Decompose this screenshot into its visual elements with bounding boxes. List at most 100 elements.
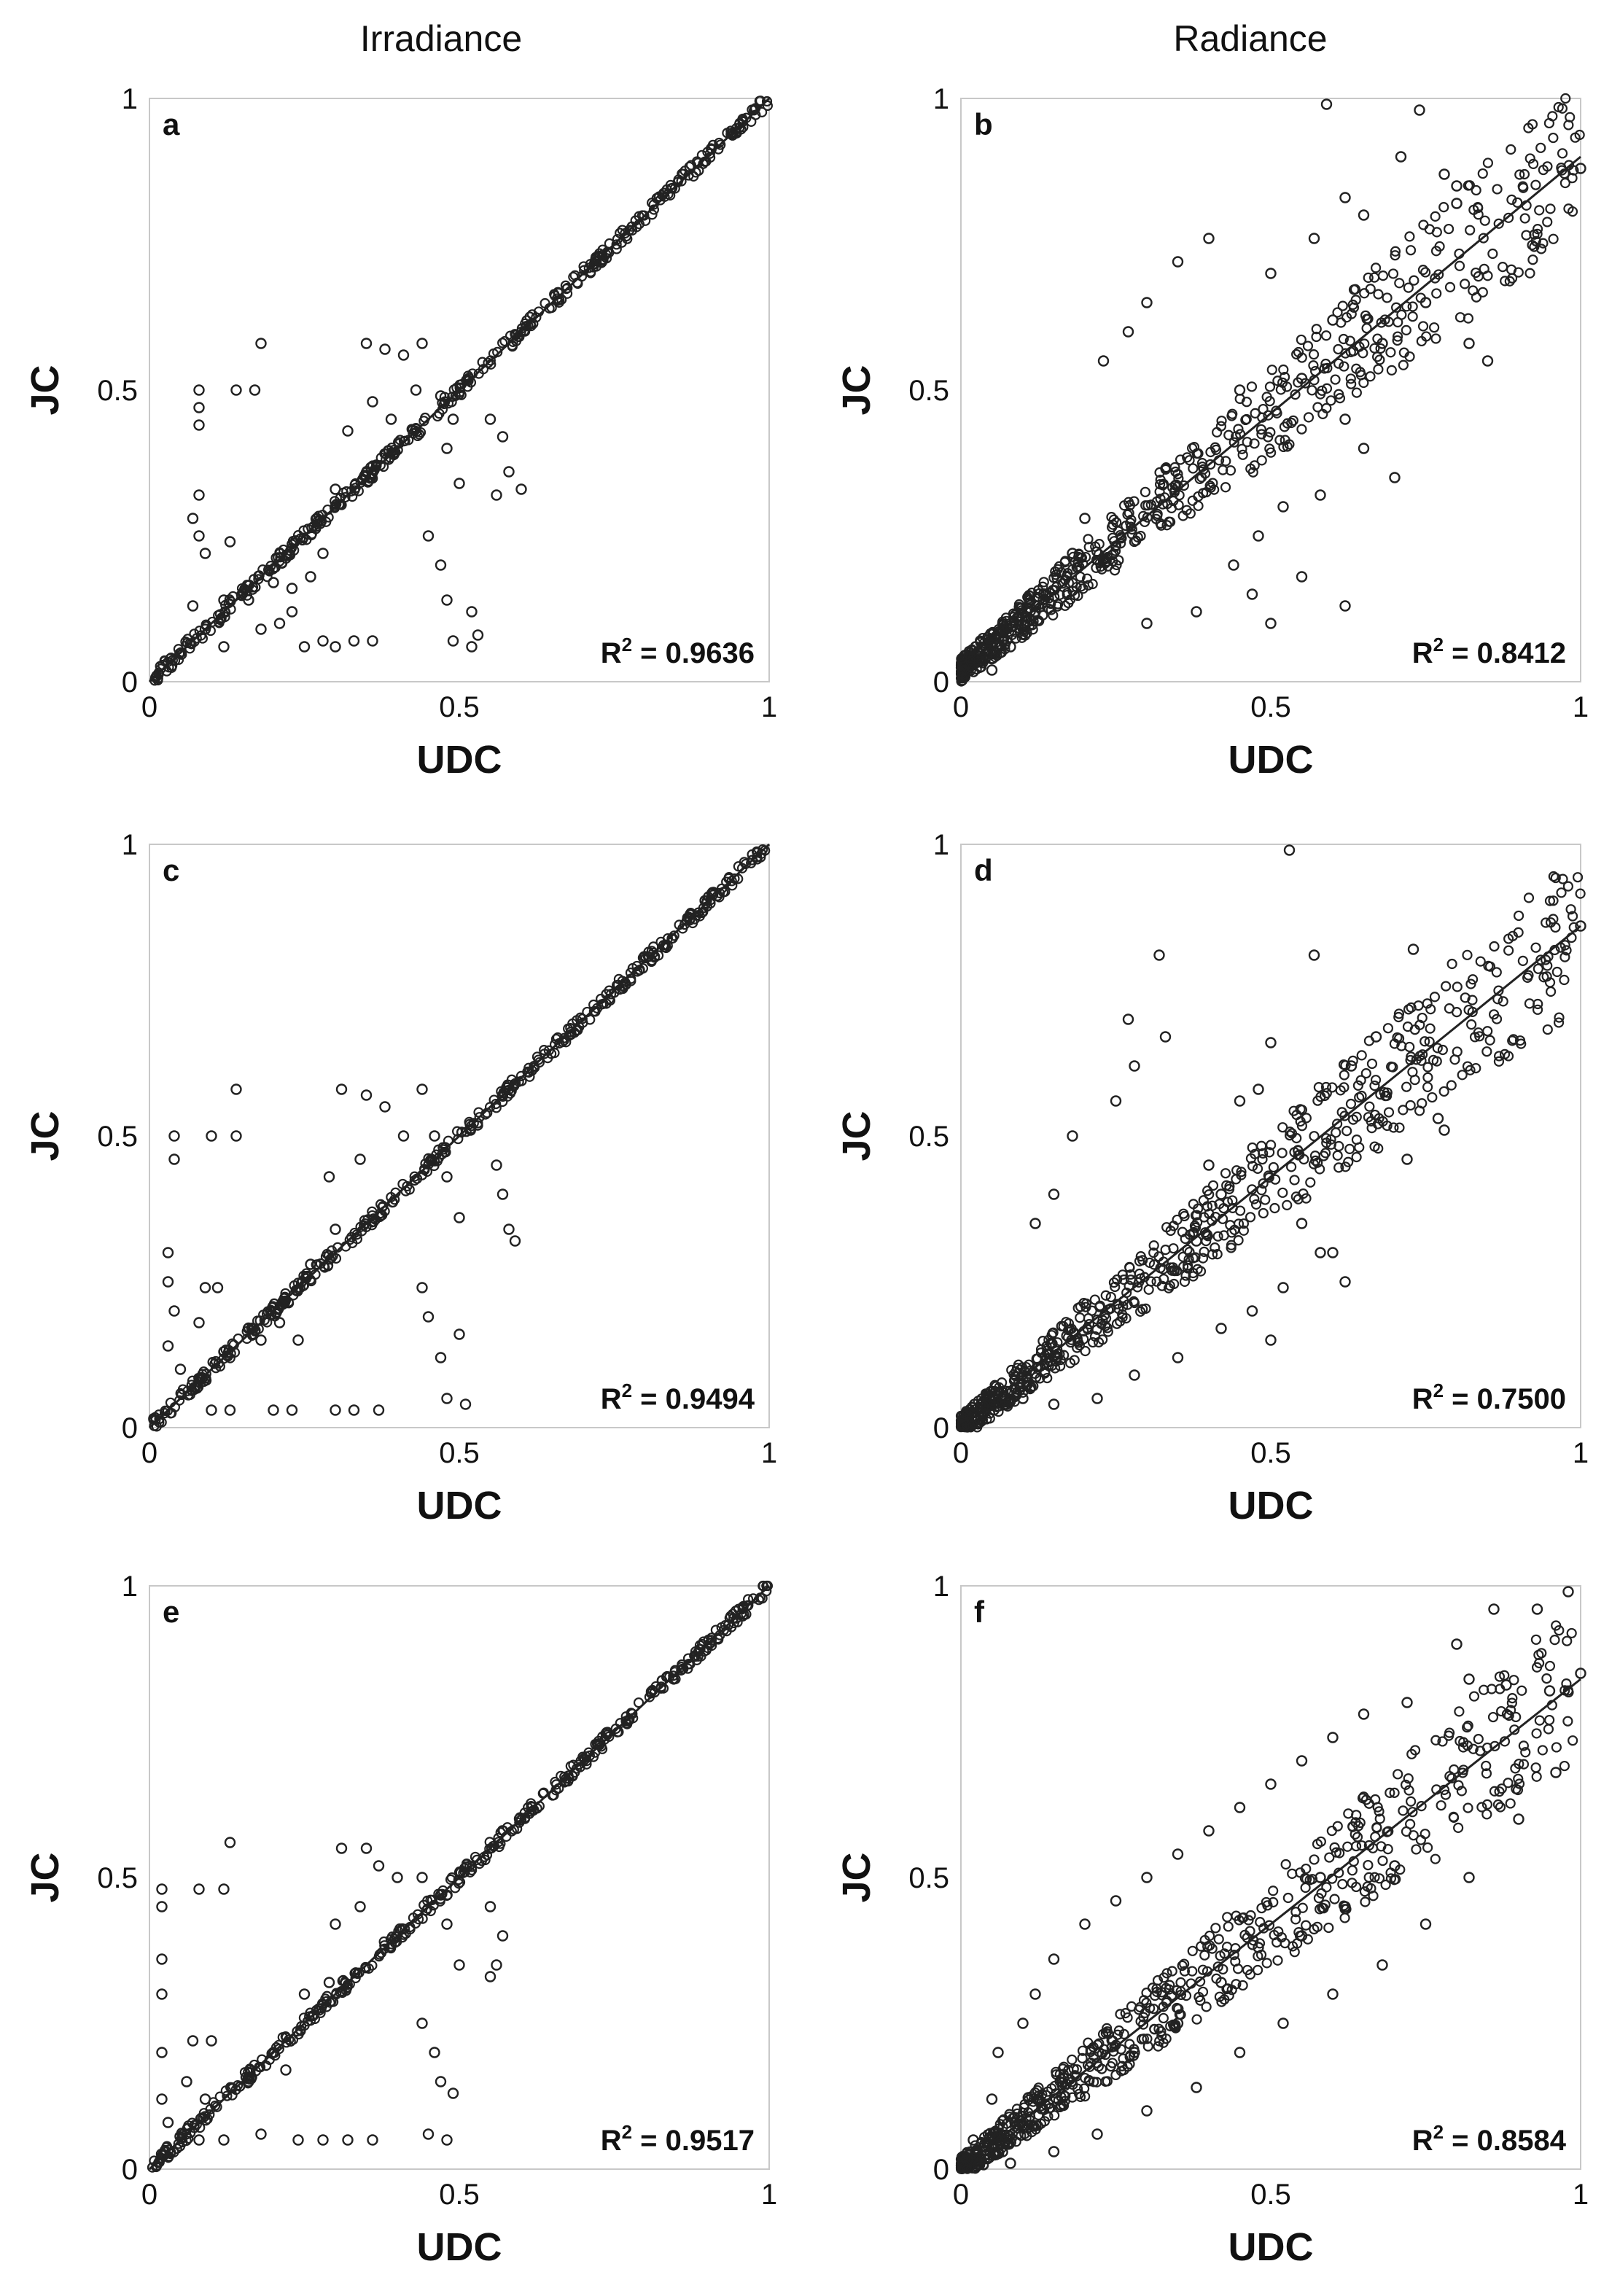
cloud-point	[1430, 1853, 1441, 1864]
cloud-point	[627, 1708, 638, 1719]
cloud-point	[165, 1408, 176, 1419]
cloud-point	[1366, 1058, 1378, 1070]
cloud-point	[987, 653, 998, 664]
data-point	[496, 431, 509, 443]
cloud-point	[523, 1062, 534, 1073]
cloud-point	[1080, 1298, 1092, 1310]
cloud-point	[1220, 1168, 1231, 1179]
cloud-point	[1518, 1740, 1529, 1751]
cloud-point	[269, 562, 280, 573]
cloud-point	[561, 288, 573, 299]
cloud-point	[1530, 1634, 1542, 1645]
cloud-point	[1390, 250, 1401, 261]
cloud-point	[1320, 1081, 1332, 1093]
cloud-point	[1154, 467, 1165, 478]
data-point	[330, 1918, 341, 1930]
data-point	[162, 1276, 174, 1288]
data-point	[1215, 1188, 1227, 1200]
data-point	[1129, 2047, 1140, 2058]
cloud-point	[1481, 1046, 1492, 1057]
cloud-point	[1263, 1170, 1274, 1181]
cloud-point	[429, 1160, 440, 1172]
cloud-point	[1023, 594, 1034, 604]
cloud-point	[561, 1773, 572, 1784]
cloud-point	[542, 1053, 553, 1064]
cloud-point	[1022, 616, 1033, 627]
scatter-panel-b: 0 0.5 1 0 0.5 1 UDC JC b R2 = 0.8412	[835, 83, 1589, 782]
cloud-point	[1562, 1685, 1573, 1696]
data-point	[1308, 949, 1320, 961]
cloud-point	[454, 1866, 465, 1877]
cloud-point	[1523, 892, 1535, 903]
data-point	[459, 1398, 472, 1410]
cloud-point	[1161, 462, 1172, 473]
cloud-point	[1563, 120, 1574, 131]
cloud-point	[1216, 416, 1227, 427]
y-axis-title: JC	[23, 1852, 67, 1902]
cloud-point	[1462, 1061, 1473, 1072]
data-point	[1067, 548, 1078, 559]
cloud-point	[1358, 1791, 1369, 1802]
data-point	[1339, 1901, 1351, 1912]
data-point	[491, 489, 502, 501]
cloud-point	[1429, 322, 1440, 333]
cloud-point	[182, 1385, 193, 1396]
cloud-point	[1256, 455, 1267, 466]
cloud-point	[1225, 465, 1237, 476]
r-squared-value: = 0.9636	[632, 637, 755, 669]
cloud-point	[1083, 542, 1094, 553]
cloud-point	[298, 2012, 310, 2023]
cloud-point	[1431, 1784, 1442, 1795]
cloud-point	[1342, 1841, 1353, 1852]
data-point	[1079, 1918, 1091, 1930]
cloud-point	[1196, 472, 1207, 483]
cloud-point	[1213, 1934, 1224, 1945]
cloud-point	[1105, 2060, 1116, 2072]
cloud-point	[1409, 1024, 1420, 1035]
cloud-point	[1108, 514, 1119, 525]
data-point	[1296, 1755, 1308, 1767]
cloud-point	[1145, 1276, 1156, 1287]
cloud-point	[1085, 2057, 1097, 2069]
cloud-point	[1437, 1044, 1448, 1056]
cloud-point	[1234, 1205, 1246, 1216]
cloud-point	[1534, 1657, 1545, 1669]
cloud-point	[723, 873, 734, 884]
cloud-point	[1521, 200, 1532, 211]
cloud-point	[973, 1396, 984, 1406]
data-point	[193, 2134, 205, 2146]
cloud-point	[1432, 1043, 1443, 1054]
data-point	[330, 641, 341, 653]
cloud-point	[246, 2074, 257, 2085]
cloud-point	[1320, 358, 1331, 370]
cloud-point	[1052, 1351, 1063, 1363]
data-point	[1451, 1638, 1463, 1650]
cloud-point	[497, 1090, 508, 1101]
cloud-point	[1506, 1697, 1517, 1708]
cloud-point	[1505, 1705, 1516, 1716]
data-point	[496, 1188, 509, 1200]
cloud-point	[1062, 589, 1072, 601]
cloud-point	[187, 1385, 198, 1396]
cloud-point	[1535, 142, 1546, 153]
cloud-point	[1264, 443, 1275, 454]
cloud-point	[1557, 148, 1568, 159]
cloud-point	[1379, 314, 1390, 325]
cloud-point	[1021, 1372, 1032, 1384]
data-point	[193, 489, 205, 501]
cloud-point	[1369, 1872, 1380, 1883]
cloud-point	[1417, 264, 1429, 276]
cloud-point	[705, 152, 716, 163]
cloud-point	[982, 1390, 993, 1402]
data-point	[1531, 1603, 1543, 1615]
cloud-point	[1317, 1902, 1328, 1913]
cloud-point	[284, 2034, 295, 2045]
cloud-point	[1421, 331, 1432, 342]
r-squared-value: = 0.8412	[1444, 637, 1566, 669]
cloud-point	[1481, 1760, 1492, 1772]
data-point	[218, 2134, 230, 2146]
cloud-point	[1157, 499, 1168, 510]
cloud-point	[1451, 1007, 1463, 1018]
cloud-point	[960, 2156, 971, 2167]
cloud-point	[507, 336, 518, 347]
